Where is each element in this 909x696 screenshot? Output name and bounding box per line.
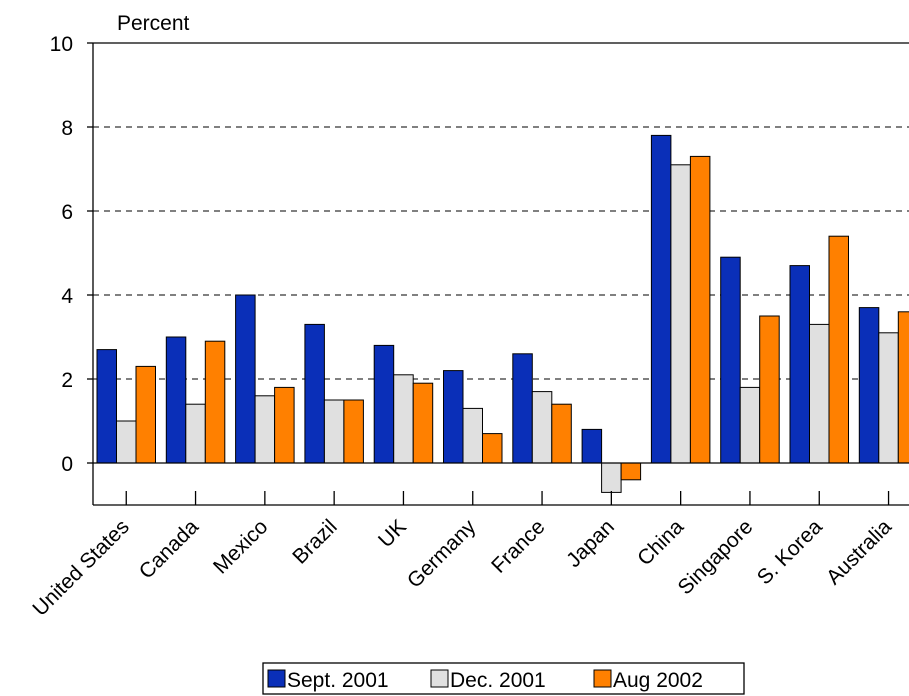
- y-tick-label-2: 2: [61, 369, 73, 392]
- legend-label-aug-2002: Aug 2002: [613, 669, 703, 692]
- bar-s-korea-dec-2001: [809, 323, 830, 464]
- bar-germany-aug-2002: [482, 433, 503, 464]
- y-axis-label: Percent: [117, 12, 190, 35]
- legend-box: [262, 662, 745, 695]
- bar-s-korea-aug-2002: [828, 235, 849, 464]
- bar-canada-dec-2001: [185, 403, 206, 464]
- bar-brazil-dec-2001: [323, 399, 345, 464]
- y-tick-label-10: 10: [50, 33, 73, 56]
- y-tick-label-0: 0: [61, 453, 73, 476]
- x-tick-label-japan: Japan: [562, 515, 619, 572]
- bar-mexico-aug-2002: [274, 386, 295, 464]
- bar-china-sept-2001: [650, 134, 672, 464]
- bar-china-dec-2001: [670, 164, 691, 464]
- bar-singapore-sept-2001: [720, 256, 741, 464]
- y-tick-labels: 0 2 4 6 8 10: [50, 33, 74, 476]
- y-tick-label-4: 4: [61, 285, 73, 308]
- bar-germany-sept-2001: [443, 370, 464, 464]
- bar-japan-sept-2001: [581, 428, 603, 464]
- axes: [87, 42, 909, 506]
- bar-united-states-aug-2002: [135, 365, 156, 464]
- y-tick-label-6: 6: [61, 201, 73, 224]
- legend-swatch-aug-2002: [593, 669, 612, 688]
- x-tick-label-singapore: Singapore: [674, 515, 758, 599]
- bar-s-korea-sept-2001: [789, 265, 810, 464]
- x-tick-label-uk: UK: [374, 515, 411, 552]
- gridlines: [93, 42, 909, 380]
- bar-japan-aug-2002: [620, 462, 642, 481]
- bar-mexico-sept-2001: [235, 294, 256, 464]
- x-tick-label-canada: Canada: [135, 515, 204, 584]
- bar-germany-dec-2001: [462, 407, 483, 464]
- bar-canada-sept-2001: [165, 336, 187, 464]
- x-tick-label-france: France: [487, 515, 549, 577]
- bar-united-states-dec-2001: [116, 420, 137, 464]
- bar-canada-aug-2002: [204, 340, 226, 464]
- x-tick-label-australia: Australia: [822, 515, 896, 589]
- legend-swatch-sept-2001: [267, 669, 286, 688]
- bar-uk-dec-2001: [393, 374, 414, 464]
- bar-brazil-aug-2002: [343, 399, 364, 464]
- x-tick-label-s-korea: S. Korea: [753, 515, 827, 589]
- legend-label-sept-2001: Sept. 2001: [287, 669, 389, 692]
- bar-singapore-dec-2001: [739, 386, 761, 464]
- x-tick-label-united-states: United States: [28, 515, 133, 620]
- bar-australia-aug-2002: [897, 311, 909, 464]
- bar-france-sept-2001: [512, 353, 533, 464]
- bars: [96, 134, 909, 493]
- bar-united-states-sept-2001: [96, 349, 117, 464]
- bar-france-aug-2002: [551, 403, 572, 464]
- bar-uk-sept-2001: [373, 344, 395, 464]
- legend: Sept. 2001 Dec. 2001 Aug 2002: [262, 662, 745, 695]
- bar-australia-sept-2001: [858, 307, 880, 464]
- x-tick-label-brazil: Brazil: [288, 515, 341, 568]
- bar-mexico-dec-2001: [254, 395, 276, 464]
- bar-uk-aug-2002: [412, 382, 434, 464]
- x-tick-labels: United States Canada Mexico Brazil UKGermany…: [28, 515, 896, 621]
- x-tick-label-mexico: Mexico: [209, 515, 272, 578]
- bar-singapore-aug-2002: [759, 315, 780, 464]
- bar-japan-dec-2001: [601, 462, 622, 493]
- legend-label-dec-2001: Dec. 2001: [450, 669, 546, 692]
- bar-china-aug-2002: [689, 155, 711, 464]
- x-tick-label-germany: Germany: [403, 515, 481, 593]
- x-tick-label-china: China: [633, 515, 688, 570]
- bar-brazil-sept-2001: [304, 323, 325, 464]
- y-tick-label-8: 8: [61, 117, 73, 140]
- legend-swatch-dec-2001: [430, 669, 449, 688]
- bar-france-dec-2001: [531, 391, 553, 464]
- bar-australia-dec-2001: [878, 332, 899, 464]
